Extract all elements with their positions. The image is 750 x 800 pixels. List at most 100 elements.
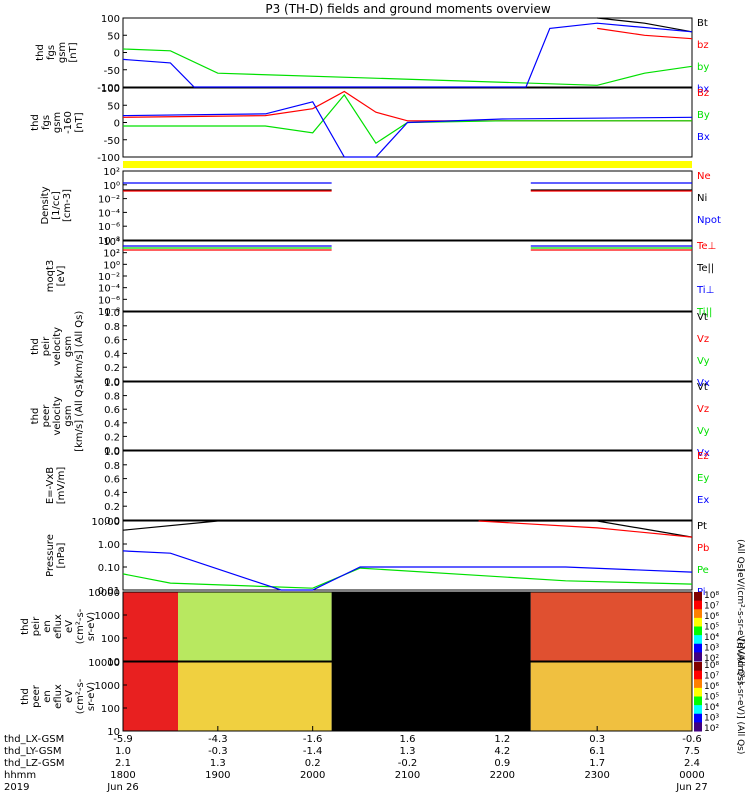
x-tick-label: 1.3 (210, 758, 226, 769)
y-tick-label: 10⁻² (98, 195, 120, 206)
x-tick-label: 1800 (110, 770, 135, 781)
colorbar-tick-label: 10⁵ (704, 693, 719, 703)
colorbar-band (694, 679, 702, 689)
y-tick-label: 0.10 (98, 563, 120, 574)
y-tick-label: 10⁰ (103, 260, 120, 271)
colorbar-band (694, 600, 702, 610)
series-by (122, 48, 693, 86)
x-tick-label: 1.0 (115, 746, 131, 757)
x-tick-label: 1.2 (494, 734, 510, 745)
y-tick-label: 1.0 (104, 378, 120, 389)
y-tick-label: 0.8 (104, 322, 120, 333)
colorbar-tick-label: 10² (704, 654, 719, 664)
x-tick-label: 2.1 (115, 758, 131, 769)
y-tick-label: -50 (104, 136, 120, 147)
legend-Ni: Ni (697, 193, 707, 204)
colorbar-tick-label: 10⁸ (704, 591, 719, 601)
y-tick-label: 0.0 (104, 446, 120, 457)
y-tick-label: 50 (107, 31, 120, 42)
x-tick-label: 1.7 (589, 758, 605, 769)
x-tick-label: 2200 (490, 770, 515, 781)
y-axis-label: thd peer velocity gsm [km/s] (All Qs) (30, 380, 85, 452)
y-tick-label: -100 (97, 153, 120, 164)
x-tick-label: 4.2 (494, 746, 510, 757)
y-tick-label: 10⁻² (98, 272, 120, 283)
y-axis-label-line: thd (20, 688, 31, 705)
y-tick-label: -100 (97, 83, 120, 94)
y-axis-label-line: gsm (63, 336, 74, 357)
spectrogram (123, 662, 692, 731)
y-axis-label-line: [km/s] (All Qs) (74, 311, 85, 383)
panel-5: 1.0 0.8 0.6 0.4 0.2 0.0 thd peer velocity gsm [km/… (30, 378, 710, 459)
x-tick-label: -1.6 (303, 734, 323, 745)
y-tick-label: 0 (114, 119, 120, 130)
plot-title: P3 (TH-D) fields and ground moments over… (265, 2, 550, 16)
y-tick-label: 10² (103, 167, 120, 178)
colorbar-tick-label: 10³ (704, 714, 719, 724)
colorbar-band (694, 722, 702, 732)
y-axis-label-line: thd (35, 44, 46, 61)
y-axis-label-line: peir (31, 616, 42, 636)
panel-frame (122, 311, 693, 382)
y-tick-label: 0.6 (104, 336, 120, 347)
y-tick-label: -50 (104, 66, 120, 77)
y-axis-label-line: gsm (63, 405, 74, 426)
y-axis-label: Density [1/cc] [cm-3] (40, 186, 73, 224)
y-axis-label-line: en (42, 690, 53, 703)
legend-Vx: Vx (697, 378, 710, 389)
y-axis-label-line: gsm (57, 42, 68, 63)
y-axis-label: thd peir en eflux eV (cm²-s-sr-eV) (20, 608, 97, 644)
colorbar-tick-label: 10⁶ (704, 682, 719, 692)
series-Bz (122, 90, 692, 122)
colorbar-band (694, 713, 702, 723)
y-axis-label: E=-VxB [mV/m] (45, 467, 67, 505)
panel-6: 1.0 0.8 0.6 0.4 0.2 0.0 E=-VxB [mV/m] Ez Ey Ex (45, 447, 709, 527)
y-axis-label-line: [nT] (68, 42, 79, 62)
high-flux-region (123, 662, 178, 731)
y-tick-label: 10000 (88, 658, 120, 669)
y-tick-label: 10⁻⁴ (98, 208, 120, 219)
y-tick-label: 0.0 (104, 516, 120, 527)
y-axis-label-line: peer (31, 684, 42, 708)
x-tick-label: 0.9 (494, 758, 510, 769)
legend-Vz: Vz (697, 404, 709, 415)
x-tick-label: 1.3 (400, 746, 416, 757)
y-axis-label: moqt3 [eV] (45, 260, 67, 293)
y-axis-label-line: eV (64, 690, 75, 703)
colorbar-tick-label: 10⁸ (704, 661, 719, 671)
y-axis-label-line: [eV] (56, 266, 67, 287)
colorbar-band (694, 670, 702, 680)
y-tick-label: 10 (107, 657, 120, 668)
y-axis-label-line: sr-eV) (86, 612, 97, 641)
colorbar-tick-label: 10⁴ (704, 703, 719, 713)
y-tick-label: 100 (101, 14, 120, 25)
x-row-label: thd_LX-GSM (4, 734, 64, 745)
y-tick-label: 10.00 (91, 517, 120, 528)
colorbar-tick-label: 10⁷ (704, 602, 719, 612)
y-axis-label-line: thd (20, 618, 31, 635)
series-bz (597, 27, 693, 40)
y-axis-label-line: Pressure (45, 534, 56, 577)
y-tick-label: 0 (114, 49, 120, 60)
colorbar-tick-label: 10⁴ (704, 633, 719, 643)
y-tick-label: 10² (103, 249, 120, 260)
y-tick-label: 0.4 (104, 488, 120, 499)
legend-Bx: Bx (697, 132, 710, 143)
legend-Pb: Pb (697, 543, 709, 554)
legend-Npot: Npot (697, 215, 721, 226)
x-tick-label: 6.1 (589, 746, 605, 757)
series-Pi (122, 550, 693, 591)
legend-Pt: Pt (697, 521, 707, 532)
colorbar-band (694, 687, 702, 697)
y-tick-label: 0.4 (104, 349, 120, 360)
x-row-label: thd_LY-GSM (4, 746, 61, 757)
y-tick-label: 1.00 (98, 540, 120, 551)
colorbar-tick-label: 10⁵ (704, 623, 719, 633)
spectrogram (123, 592, 692, 661)
panel-7: 10.001.000.100.01Pressure[nPa]PtPbPePi(A… (45, 517, 745, 598)
panel-2: 10² 10⁰ 10⁻² 10⁻⁴ 10⁻⁶ 10⁻⁸ Density [1/cc] [cm-3… (40, 167, 721, 247)
colorbar-band (694, 626, 702, 636)
x-row-label: thd_LZ-GSM (4, 758, 65, 769)
